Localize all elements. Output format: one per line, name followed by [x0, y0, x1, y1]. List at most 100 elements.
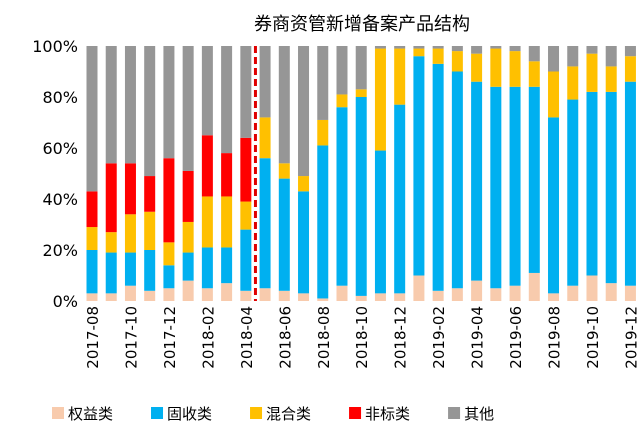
bar-segment — [221, 283, 233, 301]
x-tick-label: 2018-12 — [392, 306, 410, 369]
bar-segment — [124, 46, 136, 164]
bar-segment — [201, 135, 213, 197]
bar-segment — [144, 176, 156, 212]
bar-segment — [105, 163, 117, 233]
bar-segment — [105, 252, 117, 294]
bar-segment — [163, 288, 175, 301]
legend-swatch — [448, 407, 461, 419]
bar-segment — [240, 290, 252, 301]
bar-segment — [394, 46, 406, 49]
bar-segment — [605, 91, 617, 284]
bar-segment — [240, 229, 252, 291]
bar-segment — [240, 201, 252, 230]
bar-segment — [586, 53, 598, 92]
bar-segment — [336, 107, 348, 286]
x-tick-label: 2018-04 — [238, 306, 256, 369]
bar-segment — [201, 288, 213, 301]
bar-segment — [413, 48, 425, 57]
chart-title: 券商资管新增备案产品结构 — [254, 14, 470, 35]
bar-segment — [298, 46, 310, 177]
bar-segment — [105, 232, 117, 253]
bar-segment — [336, 94, 348, 108]
x-tick-label: 2017-10 — [122, 306, 140, 369]
legend-label: 非标类 — [365, 405, 410, 423]
bar-segment — [451, 71, 463, 289]
bar-segment — [278, 178, 290, 291]
bar-segment — [451, 46, 463, 52]
bar-segment — [586, 91, 598, 276]
bar-segment — [451, 51, 463, 72]
bar-segment — [124, 252, 136, 286]
bar-segment — [490, 46, 502, 49]
bar-segment — [471, 81, 483, 281]
x-tick-label: 2018-02 — [199, 306, 217, 369]
bar-segment — [355, 97, 367, 296]
bar-segment — [221, 46, 233, 154]
legend-label: 权益类 — [68, 405, 113, 423]
bar-segment — [605, 283, 617, 301]
bar-segment — [471, 46, 483, 54]
y-tick-label: 80% — [42, 88, 78, 107]
bar-segment — [182, 252, 194, 281]
bar-segment — [509, 285, 521, 301]
y-tick-label: 40% — [42, 190, 78, 209]
bar-segment — [201, 46, 213, 136]
bar-segment — [624, 56, 636, 82]
bar-segment — [182, 221, 194, 253]
bar-segment — [317, 298, 329, 301]
bar-segment — [451, 288, 463, 301]
bar-segment — [567, 285, 579, 301]
bar-segment — [124, 214, 136, 253]
bar-segment — [317, 46, 329, 120]
bar-segment — [163, 242, 175, 266]
bar-segment — [298, 293, 310, 301]
bar-segment — [144, 290, 156, 301]
bar-segment — [586, 46, 598, 54]
bar-segment — [528, 86, 540, 273]
bar-segment — [605, 66, 617, 92]
bar-segment — [432, 290, 444, 301]
legend-swatch — [151, 407, 164, 419]
x-tick-label: 2019-08 — [546, 306, 564, 369]
bar-segment — [259, 288, 271, 301]
bar-segment — [413, 275, 425, 301]
bar-segment — [509, 86, 521, 286]
bar-segment — [490, 288, 502, 301]
bar-segment — [144, 250, 156, 291]
bar-segment — [471, 53, 483, 82]
bar-segment — [336, 46, 348, 95]
legend-label: 固收类 — [167, 405, 212, 423]
bar-segment — [240, 137, 252, 202]
bar-segment — [317, 119, 329, 146]
bar-segment — [124, 163, 136, 215]
bar-segment — [259, 117, 271, 159]
bar-segment — [490, 86, 502, 289]
bar-segment — [413, 56, 425, 276]
legend-swatch — [52, 407, 64, 419]
bar-segment — [548, 46, 560, 72]
bar-segment — [586, 275, 598, 301]
bar-segment — [413, 46, 425, 49]
bar-segment — [355, 46, 367, 90]
bar-segment — [567, 66, 579, 100]
bar-segment — [86, 250, 98, 294]
legend-label: 混合类 — [266, 405, 311, 423]
bar-segment — [548, 117, 560, 294]
x-tick-label: 2018-08 — [315, 306, 333, 369]
bar-segment — [144, 211, 156, 250]
x-tick-label: 2019-02 — [430, 306, 448, 369]
legend-swatch — [250, 407, 263, 419]
x-tick-label: 2017-12 — [161, 306, 179, 369]
bar-segment — [298, 191, 310, 294]
x-tick-label: 2019-12 — [622, 306, 640, 369]
bar-segment — [548, 71, 560, 118]
x-tick-label: 2019-10 — [584, 306, 602, 369]
bar-segment — [432, 46, 444, 49]
bar-segment — [528, 61, 540, 87]
x-tick-label: 2019-06 — [507, 306, 525, 369]
bar-segment — [624, 46, 636, 57]
bar-segment — [86, 46, 98, 192]
legend-label: 其他 — [464, 405, 494, 423]
bar-segment — [394, 293, 406, 301]
bar-segment — [317, 145, 329, 299]
